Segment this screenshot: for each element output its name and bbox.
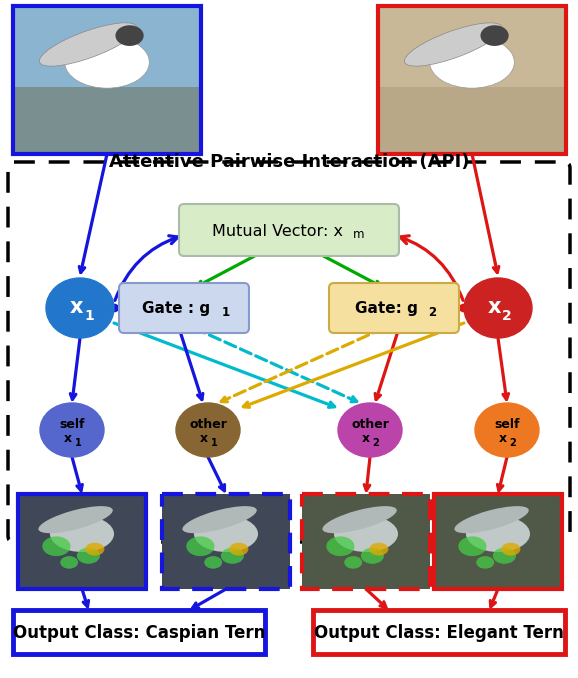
FancyBboxPatch shape	[302, 494, 430, 589]
Text: x: x	[362, 431, 370, 445]
FancyBboxPatch shape	[313, 610, 565, 654]
Ellipse shape	[480, 25, 509, 46]
Ellipse shape	[50, 516, 114, 552]
Ellipse shape	[338, 403, 402, 457]
FancyBboxPatch shape	[378, 87, 566, 154]
Text: Attentive Pairwise Interaction (API): Attentive Pairwise Interaction (API)	[109, 153, 469, 171]
Ellipse shape	[183, 506, 257, 533]
FancyArrowPatch shape	[400, 236, 463, 300]
Text: x: x	[69, 297, 83, 317]
Ellipse shape	[116, 25, 144, 46]
Ellipse shape	[476, 556, 494, 569]
Ellipse shape	[40, 403, 104, 457]
Ellipse shape	[186, 536, 214, 556]
FancyBboxPatch shape	[434, 494, 562, 589]
Text: self: self	[60, 418, 85, 431]
Ellipse shape	[65, 37, 149, 88]
FancyBboxPatch shape	[13, 610, 265, 654]
FancyArrowPatch shape	[115, 236, 178, 300]
Ellipse shape	[323, 506, 397, 533]
Text: 2: 2	[502, 309, 512, 323]
Text: Gate : g: Gate : g	[142, 302, 210, 317]
Ellipse shape	[369, 542, 388, 555]
Ellipse shape	[85, 542, 105, 555]
Text: 1: 1	[222, 306, 230, 319]
Ellipse shape	[464, 278, 532, 338]
Ellipse shape	[176, 403, 240, 457]
FancyBboxPatch shape	[13, 87, 201, 154]
FancyBboxPatch shape	[13, 6, 201, 154]
FancyBboxPatch shape	[119, 283, 249, 333]
Text: 2: 2	[428, 306, 436, 319]
Text: Output Class: Elegant Tern: Output Class: Elegant Tern	[314, 624, 564, 642]
FancyBboxPatch shape	[179, 204, 399, 256]
Text: Gate: g: Gate: g	[354, 302, 417, 317]
Text: 2: 2	[373, 438, 379, 448]
Text: other: other	[351, 418, 389, 431]
Ellipse shape	[458, 536, 487, 556]
Text: x: x	[487, 297, 501, 317]
Text: 1: 1	[84, 309, 94, 323]
Text: 2: 2	[510, 438, 516, 448]
Text: 1: 1	[75, 438, 81, 448]
FancyBboxPatch shape	[18, 494, 146, 589]
Ellipse shape	[194, 516, 258, 552]
Ellipse shape	[229, 542, 249, 555]
Ellipse shape	[475, 403, 539, 457]
Text: self: self	[494, 418, 520, 431]
Ellipse shape	[38, 506, 113, 533]
Text: x: x	[499, 431, 507, 445]
Ellipse shape	[77, 548, 100, 564]
Text: Mutual Vector: x: Mutual Vector: x	[212, 224, 343, 239]
Text: m: m	[353, 228, 365, 241]
Ellipse shape	[46, 278, 114, 338]
Ellipse shape	[334, 516, 398, 552]
FancyBboxPatch shape	[162, 494, 290, 589]
Ellipse shape	[493, 548, 516, 564]
Text: other: other	[189, 418, 227, 431]
Ellipse shape	[429, 37, 514, 88]
Ellipse shape	[405, 23, 502, 66]
Text: Output Class: Caspian Tern: Output Class: Caspian Tern	[13, 624, 265, 642]
Ellipse shape	[454, 506, 529, 533]
Ellipse shape	[39, 23, 137, 66]
Ellipse shape	[204, 556, 222, 569]
Ellipse shape	[466, 516, 530, 552]
FancyBboxPatch shape	[329, 283, 459, 333]
Ellipse shape	[221, 548, 244, 564]
Ellipse shape	[42, 536, 71, 556]
Ellipse shape	[327, 536, 354, 556]
Ellipse shape	[361, 548, 384, 564]
Text: x: x	[200, 431, 208, 445]
Text: x: x	[64, 431, 72, 445]
Text: 1: 1	[210, 438, 217, 448]
Ellipse shape	[344, 556, 362, 569]
Ellipse shape	[501, 542, 520, 555]
FancyBboxPatch shape	[378, 6, 566, 154]
Ellipse shape	[60, 556, 78, 569]
